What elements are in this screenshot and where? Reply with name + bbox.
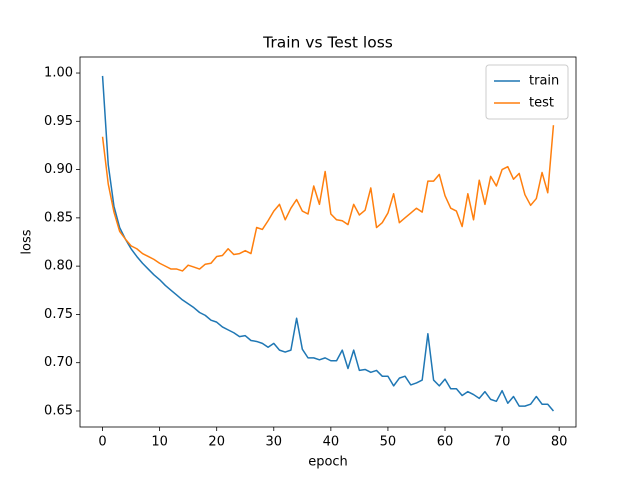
x-axis-label: epoch: [308, 455, 348, 470]
x-tick-label: 60: [437, 435, 454, 450]
x-tick-label: 40: [323, 435, 340, 450]
x-tick-label: 50: [380, 435, 397, 450]
y-tick-label: 0.70: [44, 355, 73, 370]
x-tick-label: 30: [266, 435, 283, 450]
legend-label: train: [529, 74, 559, 89]
legend-label: test: [529, 96, 554, 111]
y-tick-label: 0.85: [44, 210, 73, 225]
chart-title: Train vs Test loss: [262, 34, 393, 52]
plot-frame: [79, 56, 577, 428]
line-series: [101, 125, 555, 272]
x-tick-label: 10: [151, 435, 168, 450]
x-tick-label: 0: [98, 435, 106, 450]
y-tick-label: 0.90: [44, 162, 73, 177]
x-tick-label: 80: [551, 435, 568, 450]
y-tick-label: 0.75: [44, 307, 73, 322]
x-tick-label: 20: [208, 435, 225, 450]
legend-box: [485, 64, 569, 120]
y-tick-label: 0.80: [44, 259, 73, 274]
x-tick-label: 70: [494, 435, 511, 450]
y-tick-label: 0.65: [44, 403, 73, 418]
line-series: [101, 75, 555, 412]
y-axis-label: loss: [20, 229, 35, 254]
y-tick-label: 1.00: [44, 66, 73, 81]
y-tick-label: 0.95: [44, 114, 73, 129]
